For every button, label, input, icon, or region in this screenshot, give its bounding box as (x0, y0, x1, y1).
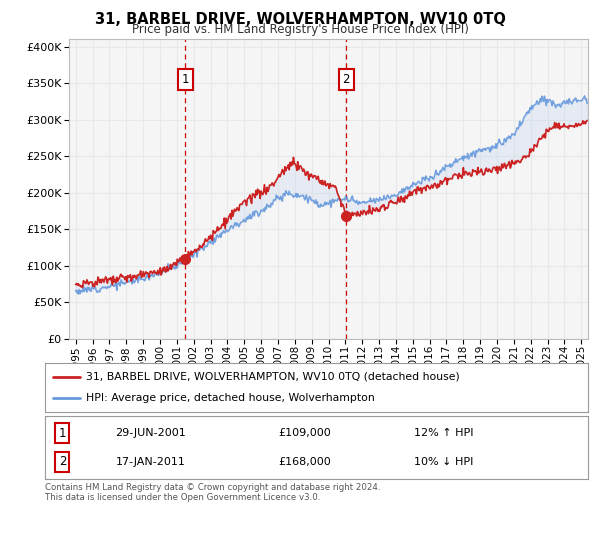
Text: Price paid vs. HM Land Registry's House Price Index (HPI): Price paid vs. HM Land Registry's House … (131, 23, 469, 36)
Text: 17-JAN-2011: 17-JAN-2011 (116, 457, 185, 467)
Text: £168,000: £168,000 (278, 457, 331, 467)
Text: 31, BARBEL DRIVE, WOLVERHAMPTON, WV10 0TQ (detached house): 31, BARBEL DRIVE, WOLVERHAMPTON, WV10 0T… (86, 371, 460, 381)
Text: 10% ↓ HPI: 10% ↓ HPI (414, 457, 473, 467)
Text: 31, BARBEL DRIVE, WOLVERHAMPTON, WV10 0TQ: 31, BARBEL DRIVE, WOLVERHAMPTON, WV10 0T… (95, 12, 505, 27)
Text: 2: 2 (59, 455, 66, 468)
Text: Contains HM Land Registry data © Crown copyright and database right 2024.
This d: Contains HM Land Registry data © Crown c… (45, 483, 380, 502)
Text: 1: 1 (182, 73, 189, 86)
Text: HPI: Average price, detached house, Wolverhampton: HPI: Average price, detached house, Wolv… (86, 394, 374, 403)
Text: 1: 1 (59, 427, 66, 440)
Text: £109,000: £109,000 (278, 428, 331, 438)
Text: 2: 2 (343, 73, 350, 86)
Text: 12% ↑ HPI: 12% ↑ HPI (414, 428, 474, 438)
Text: 29-JUN-2001: 29-JUN-2001 (116, 428, 187, 438)
